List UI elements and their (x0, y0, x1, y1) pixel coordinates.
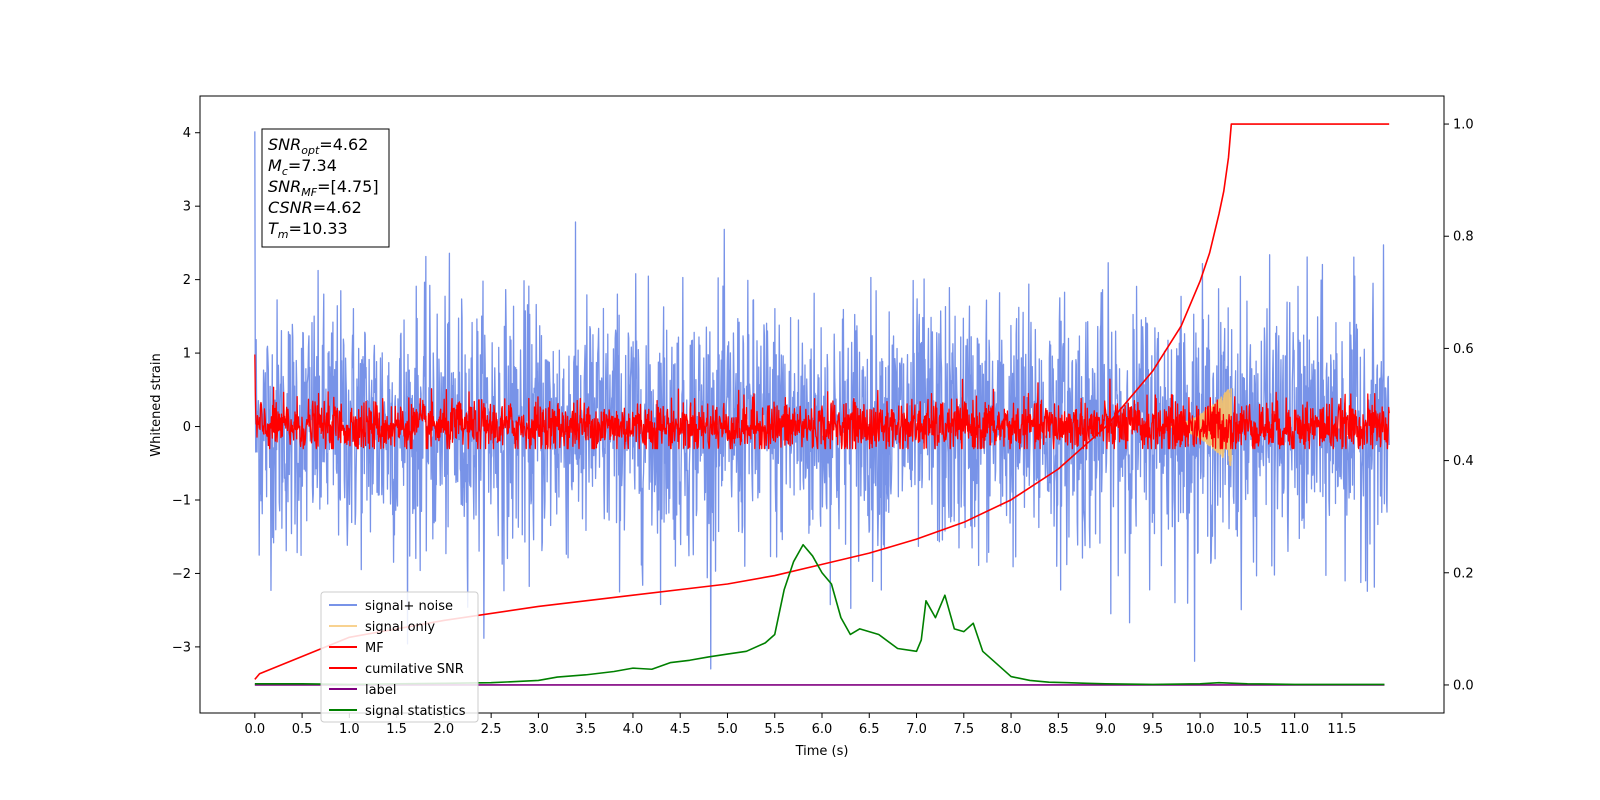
info-box-line: SNRopt=4.62 (268, 135, 368, 157)
x-tick-label: 6.5 (859, 722, 880, 737)
x-tick-label: 9.0 (1095, 722, 1116, 737)
x-tick-label: 2.0 (434, 722, 455, 737)
x-tick-label: 3.5 (575, 722, 596, 737)
x-tick-label: 4.0 (623, 722, 644, 737)
x-tick-label: 8.5 (1048, 722, 1069, 737)
x-tick-label: 5.5 (764, 722, 785, 737)
y-tick-label: 4 (183, 126, 191, 141)
info-box-frame (261, 128, 390, 248)
info-symbol: SNR (268, 135, 301, 154)
x-tick-label: 0.0 (244, 722, 265, 737)
info-value: =4.62 (319, 135, 368, 154)
series-line-mf (254, 354, 1390, 450)
x-tick-label: 5.0 (717, 722, 738, 737)
x-tick-label: 1.5 (386, 722, 407, 737)
y2-tick-label: 0.6 (1453, 342, 1474, 357)
info-value: =4.62 (313, 198, 362, 217)
y2-tick-label: 0.2 (1453, 566, 1474, 581)
info-subscript: m (278, 228, 289, 241)
info-symbol: SNR (268, 177, 301, 196)
y2-tick-label: 1.0 (1453, 118, 1474, 133)
info-subscript: c (282, 165, 288, 178)
info-box-line: CSNR=4.62 (268, 198, 362, 217)
x-tick-label: 9.5 (1143, 722, 1164, 737)
y-axis-right: 0.0 0.2 0.4 0.6 0.8 1.0 (1444, 118, 1474, 693)
x-tick-label: 6.0 (812, 722, 833, 737)
info-box-line: Tm=10.33 (268, 219, 348, 241)
info-symbol: T (268, 219, 279, 238)
series-line-signal-statistics (254, 543, 1385, 686)
y2-tick-label: 0.8 (1453, 230, 1474, 245)
y-tick-label: 0 (183, 420, 191, 435)
y2-tick-label: 0.0 (1453, 678, 1474, 693)
y2-tick-label: 0.4 (1453, 454, 1474, 469)
y-tick-label: 3 (183, 200, 191, 215)
x-tick-label: 4.5 (670, 722, 691, 737)
legend: signal+ noise signal only MF cumilative SNR… (320, 591, 479, 723)
info-value: =10.33 (289, 219, 348, 238)
x-tick-label: 8.0 (1001, 722, 1022, 737)
legend-label-mf: MF (365, 641, 384, 656)
legend-label-signal-only: signal only (365, 620, 435, 635)
info-box-line: Mc=7.34 (268, 156, 337, 178)
y-tick-label: −3 (172, 640, 191, 655)
y-tick-label: −2 (172, 567, 191, 582)
info-box-line: SNRMF=[4.75] (268, 177, 379, 199)
info-box: SNRopt=4.62Mc=7.34SNRMF=[4.75]CSNR=4.62T… (261, 128, 390, 248)
series-layer (254, 123, 1390, 686)
legend-label-cumilative-snr: cumilative SNR (365, 662, 464, 677)
info-value: =7.34 (288, 156, 337, 175)
info-value: =[4.75] (317, 177, 379, 196)
info-subscript: MF (301, 186, 317, 199)
x-axis-label: Time (s) (795, 744, 849, 759)
x-tick-label: 11.0 (1280, 722, 1309, 737)
info-symbol: M (268, 156, 282, 175)
x-tick-label: 7.0 (906, 722, 927, 737)
x-tick-label: 1.0 (339, 722, 360, 737)
y-tick-label: −1 (172, 493, 191, 508)
x-tick-label: 10.0 (1186, 722, 1215, 737)
legend-label-label: label (365, 683, 396, 698)
x-tick-label: 11.5 (1327, 722, 1356, 737)
info-subscript: opt (301, 144, 320, 157)
y-axis-label: Whitened strain (149, 353, 164, 456)
x-tick-label: 2.5 (481, 722, 502, 737)
legend-label-signal-statistics: signal statistics (365, 704, 466, 719)
x-tick-label: 3.0 (528, 722, 549, 737)
x-tick-label: 7.5 (953, 722, 974, 737)
legend-label-signal-noise: signal+ noise (365, 599, 453, 614)
info-symbol: CSNR (268, 198, 313, 217)
x-axis: 0.0 0.5 1.0 1.5 2.0 2.5 3.0 3.5 4.0 4.5 5.0 5.5 6.0 6… (244, 713, 1356, 737)
y-axis-left: −3 −2 −1 0 1 2 3 4 (172, 126, 200, 655)
y-tick-label: 1 (183, 347, 191, 362)
x-tick-label: 10.5 (1233, 722, 1262, 737)
legend-frame (320, 591, 479, 723)
x-tick-label: 0.5 (292, 722, 313, 737)
series-line-cumilative-snr (254, 123, 1390, 680)
y-tick-label: 2 (183, 273, 191, 288)
